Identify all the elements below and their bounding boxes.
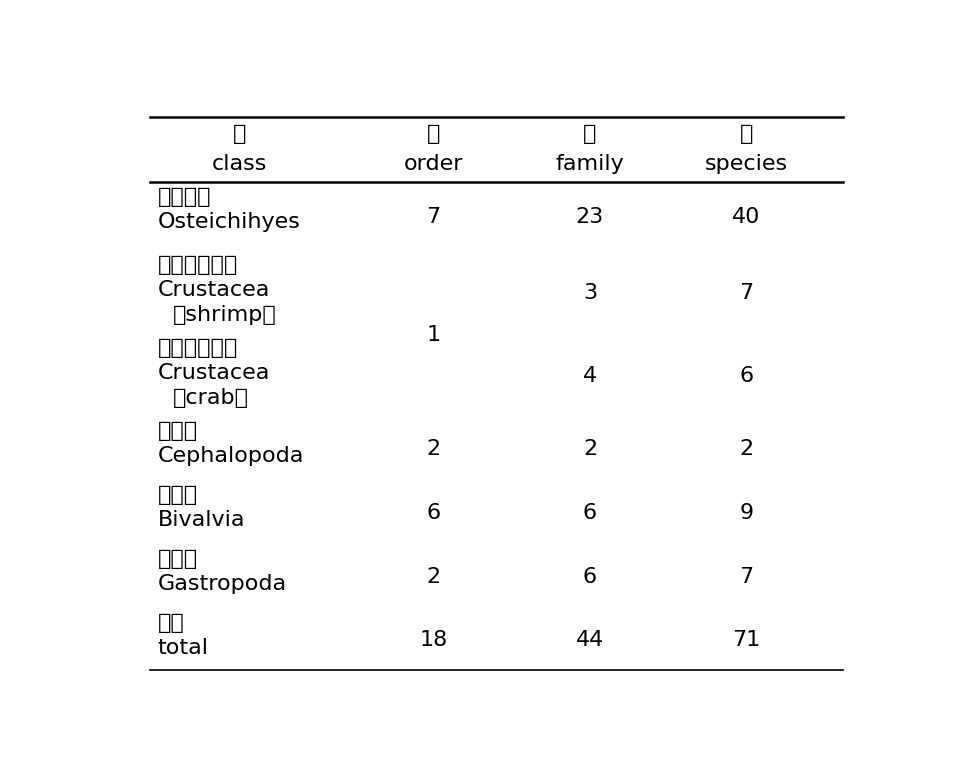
Text: 目: 目 [427, 124, 439, 145]
Text: 40: 40 [731, 207, 760, 227]
Text: 1: 1 [426, 325, 440, 345]
Text: 2: 2 [426, 567, 440, 587]
Text: 3: 3 [582, 284, 597, 303]
Text: 2: 2 [739, 439, 752, 459]
Text: 甲壳纲（虾）: 甲壳纲（虾） [158, 255, 237, 275]
Text: 9: 9 [739, 503, 752, 523]
Text: 7: 7 [426, 207, 440, 227]
Text: （crab）: （crab） [172, 387, 248, 407]
Text: order: order [404, 155, 462, 175]
Text: Crustacea: Crustacea [158, 280, 270, 300]
Text: 种: 种 [739, 124, 752, 145]
Text: Osteichihyes: Osteichihyes [158, 212, 300, 232]
Text: 纲: 纲 [233, 124, 246, 145]
Text: 7: 7 [739, 567, 752, 587]
Text: 18: 18 [419, 630, 447, 649]
Text: 6: 6 [582, 503, 597, 523]
Text: 23: 23 [576, 207, 604, 227]
Text: Crustacea: Crustacea [158, 363, 270, 383]
Text: 头足纲: 头足纲 [158, 421, 197, 441]
Text: 6: 6 [739, 366, 752, 386]
Text: Gastropoda: Gastropoda [158, 574, 286, 594]
Text: 合计: 合计 [158, 613, 185, 633]
Text: species: species [704, 155, 787, 175]
Text: 2: 2 [582, 439, 597, 459]
Text: 6: 6 [582, 567, 597, 587]
Text: 科: 科 [582, 124, 596, 145]
Text: 甲壳纲（蟹）: 甲壳纲（蟹） [158, 338, 237, 358]
Text: 71: 71 [731, 630, 760, 649]
Text: 2: 2 [426, 439, 440, 459]
Text: 硬骨鱼纲: 硬骨鱼纲 [158, 187, 210, 207]
Text: Bivalvia: Bivalvia [158, 510, 245, 530]
Text: 腹足纲: 腹足纲 [158, 549, 197, 569]
Text: total: total [158, 638, 209, 659]
Text: Cephalopoda: Cephalopoda [158, 446, 304, 466]
Text: class: class [211, 155, 267, 175]
Text: 双壳纲: 双壳纲 [158, 485, 197, 505]
Text: 44: 44 [576, 630, 604, 649]
Text: （shrimp）: （shrimp） [172, 305, 276, 325]
Text: 7: 7 [739, 284, 752, 303]
Text: 4: 4 [582, 366, 597, 386]
Text: family: family [555, 155, 624, 175]
Text: 6: 6 [426, 503, 440, 523]
